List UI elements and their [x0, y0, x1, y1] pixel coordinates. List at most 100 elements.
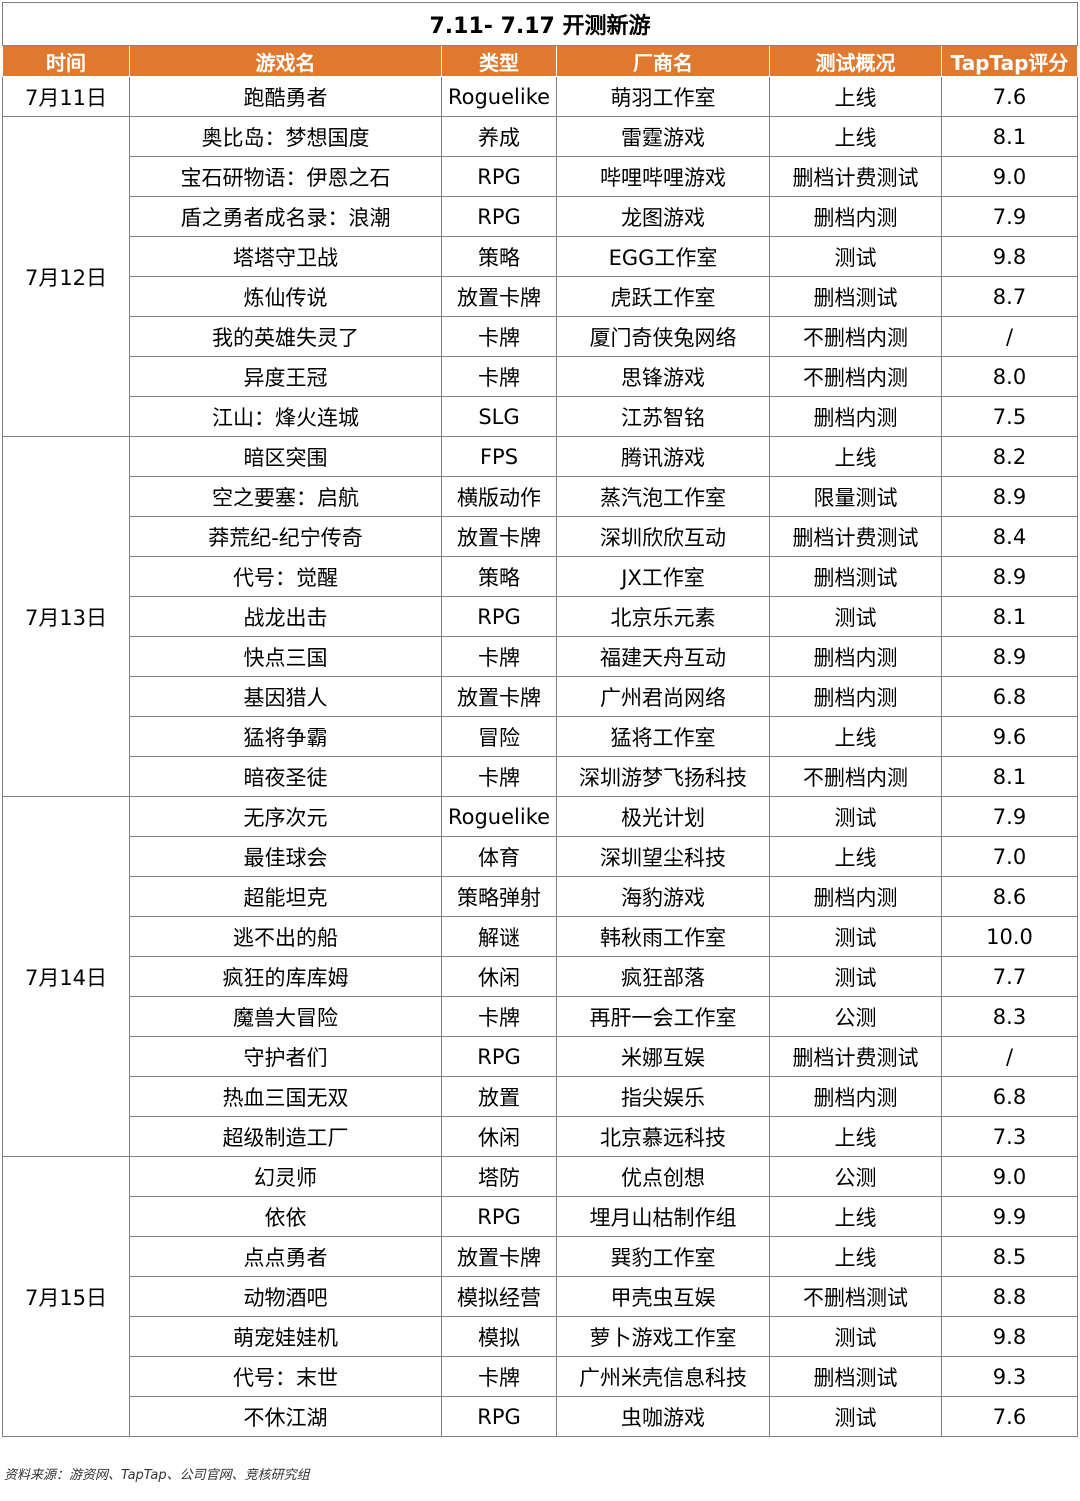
- table-row: 代号：末世 卡牌 广州米壳信息科技 删档测试 9.3: [3, 1356, 1079, 1397]
- type-cell: RPG: [441, 596, 557, 637]
- developer-cell: 指尖娱乐: [556, 1076, 770, 1117]
- test-status-cell: 不删档测试: [769, 1276, 942, 1317]
- score-cell: 10.0: [940, 916, 1079, 957]
- type-cell: RPG: [441, 1396, 557, 1437]
- game-name-cell: 魔兽大冒险: [129, 996, 442, 1037]
- developer-cell: 甲壳虫互娱: [556, 1276, 770, 1317]
- developer-cell: 北京慕远科技: [556, 1116, 770, 1157]
- developer-cell: 广州米壳信息科技: [556, 1356, 770, 1397]
- score-cell: /: [940, 316, 1079, 357]
- type-cell: 解谜: [441, 916, 557, 957]
- developer-cell: 猛将工作室: [556, 716, 770, 757]
- header-test-status: 测试概况: [769, 45, 942, 77]
- developer-cell: 深圳游梦飞扬科技: [556, 756, 770, 797]
- table-row: 炼仙传说 放置卡牌 虎跃工作室 删档测试 8.7: [3, 276, 1079, 317]
- table-row: 最佳球会 体育 深圳望尘科技 上线 7.0: [3, 836, 1079, 877]
- type-cell: 卡牌: [441, 1356, 557, 1397]
- test-status-cell: 上线: [769, 436, 942, 477]
- type-cell: 策略弹射: [441, 876, 557, 917]
- developer-cell: 厦门奇侠兔网络: [556, 316, 770, 357]
- score-cell: 8.9: [940, 476, 1079, 517]
- table-row: 7月13日 暗区突围 FPS 腾讯游戏 上线 8.2: [2, 436, 1079, 797]
- type-cell: 冒险: [441, 716, 557, 757]
- score-cell: 8.1: [940, 756, 1079, 797]
- test-status-cell: 测试: [769, 596, 942, 637]
- table-row: 战龙出击 RPG 北京乐元素 测试 8.1: [3, 596, 1079, 637]
- developer-cell: 腾讯游戏: [556, 436, 770, 477]
- game-name-cell: 动物酒吧: [129, 1276, 442, 1317]
- score-cell: 6.8: [940, 676, 1079, 717]
- test-status-cell: 不删档内测: [769, 756, 942, 797]
- developer-cell: 广州君尚网络: [556, 676, 770, 717]
- developer-cell: 北京乐元素: [556, 596, 770, 637]
- score-cell: 9.8: [940, 236, 1079, 277]
- game-name-cell: 逃不出的船: [129, 916, 442, 957]
- game-name-cell: 超级制造工厂: [129, 1116, 442, 1157]
- table-row: 点点勇者 放置卡牌 巽豹工作室 上线 8.5: [3, 1236, 1079, 1277]
- game-name-cell: 战龙出击: [129, 596, 442, 637]
- table-row: 热血三国无双 放置 指尖娱乐 删档内测 6.8: [3, 1076, 1079, 1117]
- developer-cell: 雷霆游戏: [556, 116, 770, 157]
- game-name-cell: 我的英雄失灵了: [129, 316, 442, 357]
- table-row: 动物酒吧 模拟经营 甲壳虫互娱 不删档测试 8.8: [3, 1276, 1079, 1317]
- test-status-cell: 测试: [769, 796, 942, 837]
- type-cell: 塔防: [441, 1156, 557, 1197]
- table-row: 塔塔守卫战 策略 EGG工作室 测试 9.8: [3, 236, 1079, 277]
- test-status-cell: 测试: [769, 1316, 942, 1357]
- table-row: 7月14日 无序次元 Roguelike 极光计划 测试 7.9: [2, 796, 1079, 1157]
- test-status-cell: 删档测试: [769, 1356, 942, 1397]
- test-status-cell: 不删档内测: [769, 316, 942, 357]
- type-cell: 卡牌: [441, 356, 557, 397]
- source-note: 资料来源：游资网、TapTap、公司官网、竞核研究组: [4, 1468, 310, 1483]
- test-status-cell: 上线: [769, 836, 942, 877]
- header-type: 类型: [441, 45, 557, 77]
- test-status-cell: 删档内测: [769, 876, 942, 917]
- score-cell: 8.9: [940, 556, 1079, 597]
- table-row: 异度王冠 卡牌 思锋游戏 不删档内测 8.0: [3, 356, 1079, 397]
- score-cell: /: [940, 1036, 1079, 1077]
- score-cell: 9.0: [940, 156, 1079, 197]
- type-cell: 卡牌: [441, 316, 557, 357]
- game-name-cell: 代号：觉醒: [129, 556, 442, 597]
- table-row: 莽荒纪-纪宁传奇 放置卡牌 深圳欣欣互动 删档计费测试 8.4: [3, 516, 1079, 557]
- table-row: 7月12日 奥比岛：梦想国度 养成 雷霆游戏 上线 8.1: [2, 116, 1079, 437]
- type-cell: 休闲: [441, 956, 557, 997]
- developer-cell: EGG工作室: [556, 236, 770, 277]
- type-cell: RPG: [441, 1196, 557, 1237]
- test-status-cell: 公测: [769, 996, 942, 1037]
- developer-cell: 优点创想: [556, 1156, 770, 1197]
- game-name-cell: 异度王冠: [129, 356, 442, 397]
- table-row: 代号：觉醒 策略 JX工作室 删档测试 8.9: [3, 556, 1079, 597]
- table-row: 江山：烽火连城 SLG 江苏智铭 删档内测 7.5: [3, 396, 1079, 437]
- score-cell: 8.1: [940, 116, 1079, 157]
- table-title: 7.11- 7.17 开测新游: [1, 2, 1079, 46]
- type-cell: 养成: [441, 116, 557, 157]
- score-cell: 6.8: [940, 1076, 1079, 1117]
- header-game-name: 游戏名: [129, 45, 442, 77]
- test-status-cell: 限量测试: [769, 476, 942, 517]
- test-status-cell: 删档内测: [769, 396, 942, 437]
- score-cell: 8.9: [940, 636, 1079, 677]
- score-cell: 8.2: [940, 436, 1079, 477]
- table-row: 疯狂的库库姆 休闲 疯狂部落 测试 7.7: [3, 956, 1079, 997]
- developer-cell: 疯狂部落: [556, 956, 770, 997]
- score-cell: 7.6: [940, 1396, 1079, 1437]
- score-cell: 8.0: [940, 356, 1079, 397]
- table-body: 7月11日 跑酷勇者 Roguelike 萌羽工作室 上线 7.6 7月12日 奥比岛：梦想国…: [2, 76, 1079, 1437]
- game-name-cell: 不休江湖: [129, 1396, 442, 1437]
- game-name-cell: 快点三国: [129, 636, 442, 677]
- score-cell: 7.9: [940, 796, 1079, 837]
- date-cell: 7月11日: [2, 76, 130, 117]
- developer-cell: JX工作室: [556, 556, 770, 597]
- game-name-cell: 盾之勇者成名录：浪潮: [129, 196, 442, 237]
- game-name-cell: 宝石研物语：伊恩之石: [129, 156, 442, 197]
- test-status-cell: 删档内测: [769, 636, 942, 677]
- developer-cell: 巽豹工作室: [556, 1236, 770, 1277]
- developer-cell: 虫咖游戏: [556, 1396, 770, 1437]
- header-taptap-score: TapTap评分: [940, 45, 1079, 77]
- test-status-cell: 测试: [769, 236, 942, 277]
- game-name-cell: 猛将争霸: [129, 716, 442, 757]
- test-status-cell: 测试: [769, 916, 942, 957]
- game-name-cell: 萌宠娃娃机: [129, 1316, 442, 1357]
- game-name-cell: 点点勇者: [129, 1236, 442, 1277]
